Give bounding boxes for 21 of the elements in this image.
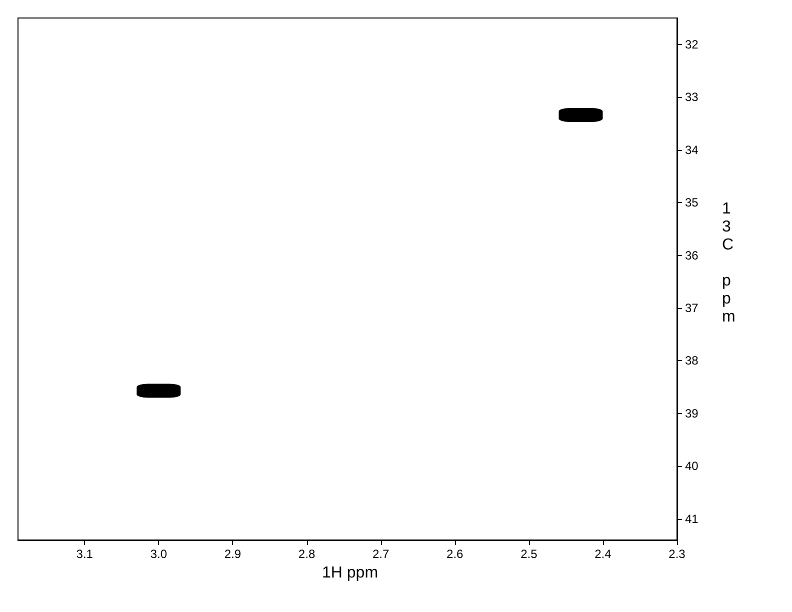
x-tick-label: 2.8 bbox=[298, 547, 316, 561]
y-tick-label: 39 bbox=[685, 406, 699, 420]
x-axis-title: 1H ppm bbox=[322, 564, 378, 582]
y-tick-label: 36 bbox=[685, 248, 699, 262]
y-axis-title: 13C ppm bbox=[722, 200, 736, 326]
y-tick-label: 40 bbox=[685, 459, 699, 474]
y-tick-label: 35 bbox=[685, 196, 699, 210]
y-tick-label: 37 bbox=[685, 301, 699, 315]
x-tick-label: 2.6 bbox=[446, 547, 464, 561]
x-tick-label: 3.0 bbox=[150, 547, 168, 561]
y-tick-label: 33 bbox=[685, 90, 699, 104]
x-tick-label: 3.1 bbox=[76, 547, 94, 561]
y-tick-label: 34 bbox=[685, 142, 699, 157]
y-tick-label: 41 bbox=[685, 512, 699, 526]
x-tick-label: 2.5 bbox=[520, 547, 538, 561]
x-tick-label: 2.7 bbox=[372, 547, 390, 561]
x-tick-label: 2.9 bbox=[224, 547, 242, 561]
y-tick-label: 38 bbox=[685, 354, 699, 368]
y-tick-label: 32 bbox=[685, 37, 699, 52]
x-tick-label: 2.3 bbox=[668, 547, 686, 561]
x-tick-label: 2.4 bbox=[594, 547, 612, 561]
